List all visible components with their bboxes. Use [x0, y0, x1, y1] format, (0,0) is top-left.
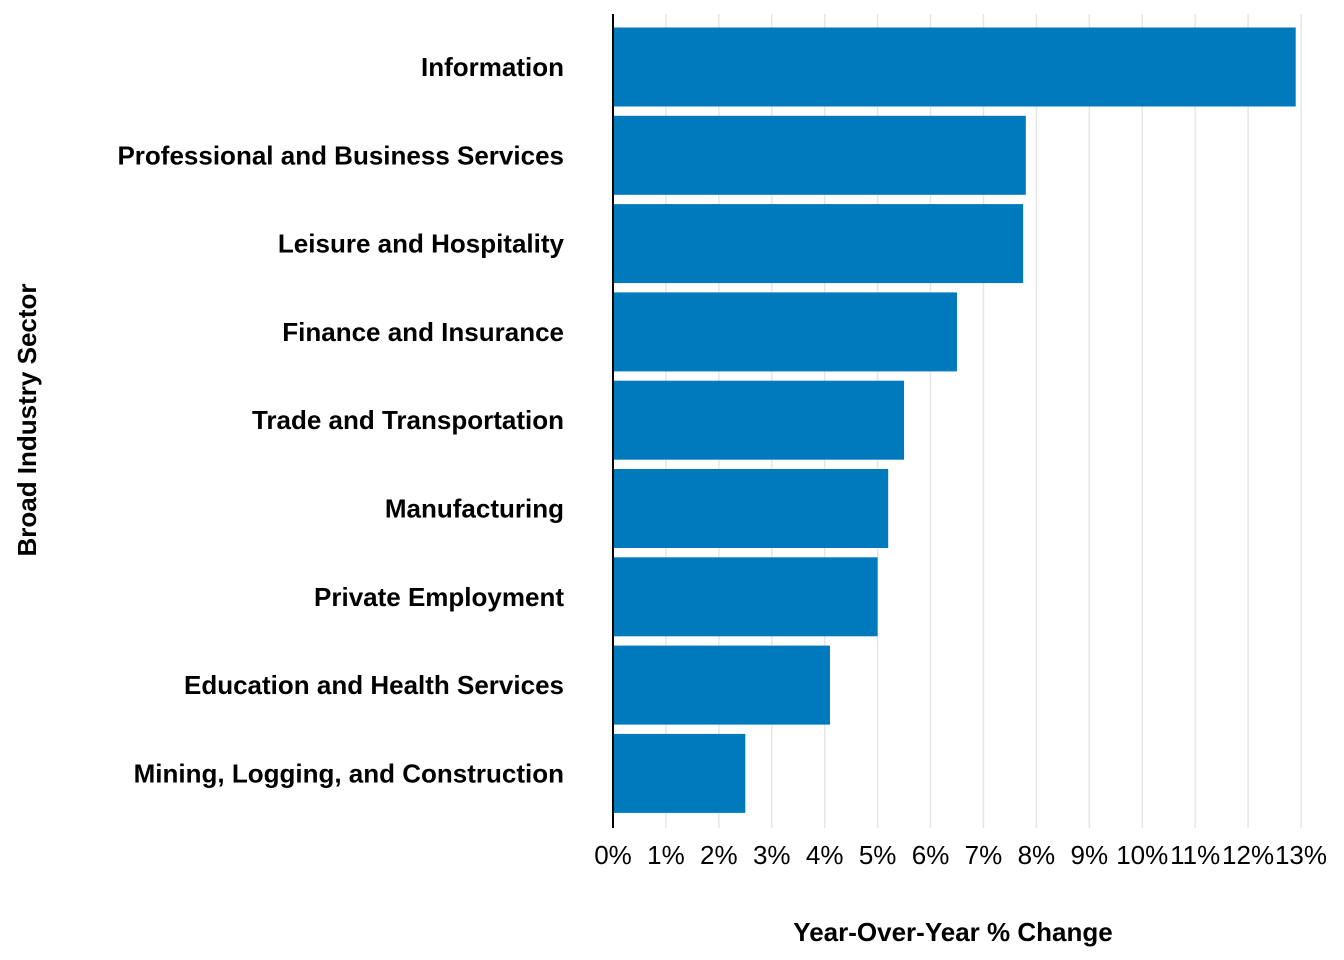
category-label: Professional and Business Services — [117, 140, 564, 170]
x-tick-label: 2% — [700, 840, 738, 870]
x-tick-label: 1% — [647, 840, 685, 870]
x-tick-label: 0% — [594, 840, 632, 870]
category-label: Finance and Insurance — [282, 317, 564, 347]
x-tick-label: 4% — [806, 840, 844, 870]
category-label: Information — [421, 52, 564, 82]
bar — [613, 292, 957, 372]
x-tick-label: 6% — [912, 840, 950, 870]
category-label: Private Employment — [314, 582, 564, 612]
x-axis-title: Year-Over-Year % Change — [793, 917, 1112, 947]
bar — [613, 733, 746, 813]
y-axis-title: Broad Industry Sector — [12, 283, 42, 556]
bars — [613, 27, 1296, 813]
x-tick-labels: 0% 1% 2% 3% 4% 5% 6% 7% 8% 9% 10% 11% 12% 13% — [594, 840, 1327, 870]
category-labels: Information Professional and Business Ser… — [117, 52, 564, 788]
bar — [613, 204, 1024, 284]
x-tick-label: 11% — [1170, 840, 1220, 870]
x-tick-label: 12% — [1222, 840, 1274, 870]
bar — [613, 27, 1296, 107]
category-label: Manufacturing — [385, 494, 564, 524]
bar — [613, 380, 905, 460]
x-tick-label: 13% — [1275, 840, 1327, 870]
bar — [613, 557, 878, 637]
category-label: Leisure and Hospitality — [278, 229, 565, 259]
x-tick-label: 8% — [1018, 840, 1056, 870]
x-tick-label: 10% — [1116, 840, 1168, 870]
bar — [613, 469, 889, 548]
x-tick-label: 9% — [1071, 840, 1109, 870]
x-tick-label: 3% — [753, 840, 791, 870]
bar — [613, 645, 830, 725]
bar — [613, 115, 1026, 195]
category-label: Mining, Logging, and Construction — [134, 758, 564, 788]
x-tick-label: 7% — [965, 840, 1003, 870]
category-label: Education and Health Services — [184, 670, 564, 700]
category-label: Trade and Transportation — [252, 405, 564, 435]
x-tick-label: 5% — [859, 840, 897, 870]
